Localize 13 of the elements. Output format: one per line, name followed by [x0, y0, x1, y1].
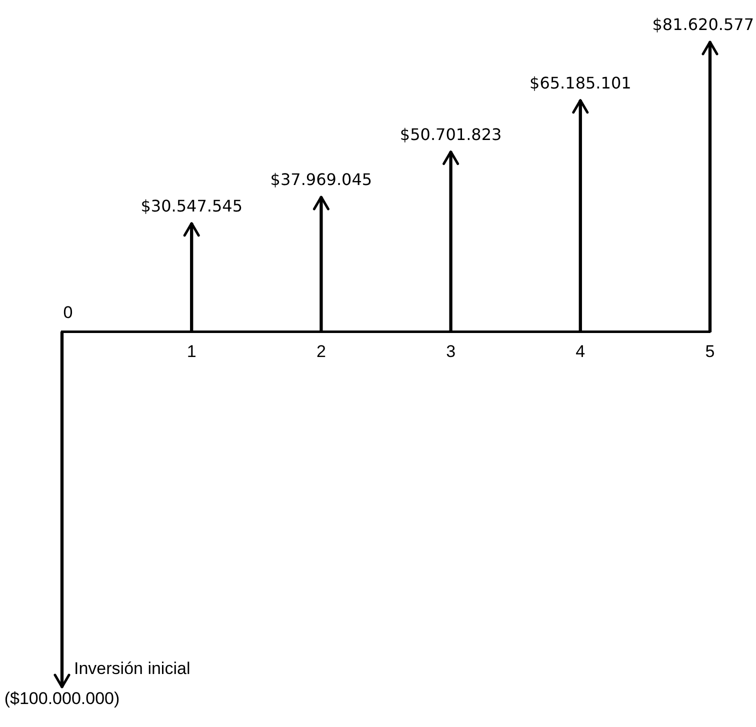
- x-tick-label: 4: [576, 342, 586, 362]
- data-label: $37.969.045: [270, 170, 372, 190]
- x-tick-label: 3: [446, 342, 456, 362]
- data-label: $65.185.101: [530, 74, 632, 93]
- data-label: ($100.000.000): [4, 689, 120, 708]
- x-tick-label: 0: [63, 303, 73, 322]
- x-tick-label: 5: [705, 342, 715, 362]
- annotation: Inversión inicial: [74, 659, 190, 678]
- data-label: $50.701.823: [400, 124, 502, 144]
- x-tick-label: 2: [316, 342, 326, 362]
- data-label: $81.620.577: [652, 15, 754, 34]
- x-tick-label: 1: [186, 342, 196, 362]
- data-label: $30.547.545: [140, 196, 242, 216]
